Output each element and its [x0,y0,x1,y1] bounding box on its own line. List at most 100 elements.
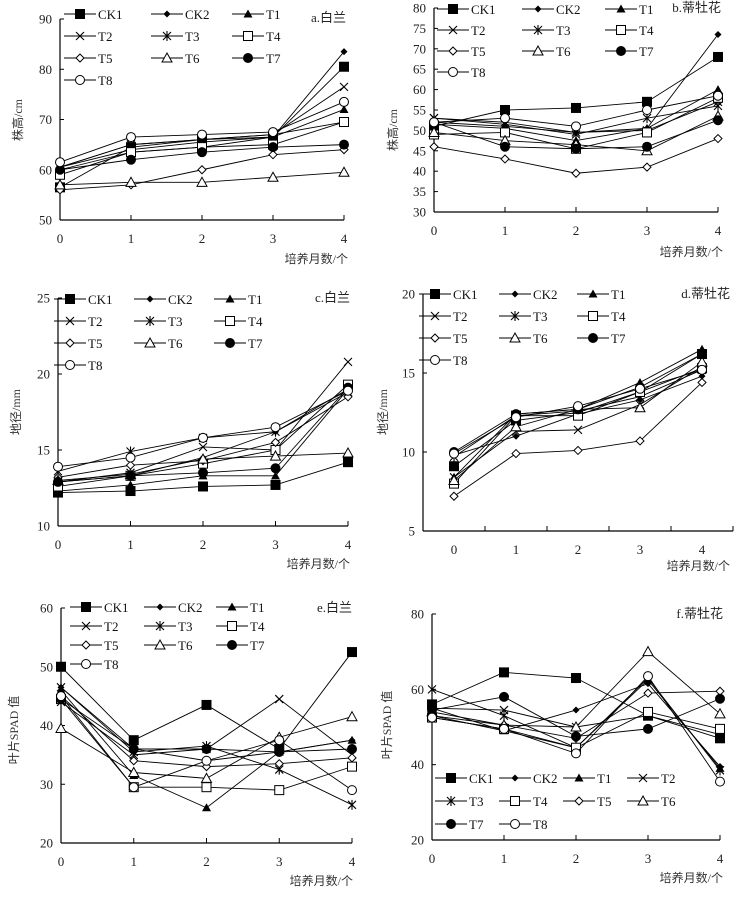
legend-marker-T6 [532,44,544,56]
legend-marker-T4 [588,311,598,321]
legend-item-T5: T5 [563,794,611,809]
y-tick-label: 40 [411,757,424,772]
data-point-T4-4 [715,723,725,734]
x-tick-label: 2 [200,537,207,552]
legend-label: T3 [178,619,192,634]
legend-marker-T8 [81,659,91,669]
legend-item-T5: T5 [419,331,467,346]
legend-item-T7: T7 [577,331,626,346]
legend-marker-T7 [227,640,237,650]
y-tick-label: 35 [413,184,426,199]
data-point-T8-0 [55,157,65,168]
legend-item-T2: T2 [70,619,118,634]
legend-label: T8 [104,657,118,672]
legend-item-T7: T7 [232,51,281,66]
y-tick-label: 65 [413,62,426,77]
data-point-CK2-2 [572,706,580,714]
legend-marker-T4 [616,25,626,35]
data-point-CK1-4 [715,733,725,744]
data-point-T4-3 [642,127,652,138]
legend-label: T8 [98,73,112,88]
data-point-T7-2 [571,143,581,154]
chart-panel-e: 20 30 40 50 60 0 1 2 3 4 培养月数/个 叶片SPAD 值 e.白兰 CK1 CK2 T… [0,590,375,899]
data-point-T4-4 [339,117,349,128]
data-point-T5-0 [429,142,439,152]
series-line-T6 [453,361,703,481]
legend-marker-T7 [225,338,235,348]
data-point-T7-0 [53,476,63,487]
data-point-T8-2 [201,755,212,766]
legend-item-T8: T8 [419,353,467,368]
legend-marker-T3 [155,621,165,631]
y-tick-label: 90 [39,12,52,27]
data-point-CK1-4 [339,61,349,72]
legend-marker-T8 [430,355,440,365]
legend-label: CK1 [88,292,113,307]
legend-label: CK1 [471,2,496,17]
legend-item-T2: T2 [54,314,102,329]
x-tick-label: 0 [57,231,64,246]
legend-marker-CK1 [81,602,91,612]
legend-label: CK2 [533,771,558,786]
data-point-T5-1 [500,154,510,164]
legend-marker-T1 [243,9,253,18]
legend-label: T8 [453,353,467,368]
y-axis-label: 株高/cm [10,98,25,141]
data-point-T4-4 [347,761,357,772]
legend-label: T6 [178,638,193,653]
legend-marker-CK2 [511,774,519,782]
legend-item-CK1: CK1 [54,292,113,307]
data-point-T8-2 [571,748,581,759]
y-tick-label: 40 [40,718,53,733]
x-tick-label: 4 [349,854,356,869]
data-point-T7-3 [274,746,285,757]
legend-marker-T1 [227,602,237,611]
legend-label: T6 [168,336,183,351]
x-axis-label: 培养月数/个 [285,251,348,266]
legend-item-CK1: CK1 [437,2,496,17]
data-point-T8-0 [429,117,439,128]
legend-label: T3 [533,309,547,324]
legend-label: T7 [266,51,281,66]
data-point-T6-0 [428,126,440,137]
legend-label: CK2 [533,287,558,302]
data-point-T5-4 [697,377,707,388]
panel-title: d.蒂牡花 [681,286,730,301]
x-tick-label: 1 [131,854,138,869]
legend-marker-T2 [81,621,91,631]
y-axis-label: 叶片SPAD 值 [6,696,21,765]
data-point-T8-0 [449,448,459,459]
legend-label: T7 [469,817,484,832]
y-tick-label: 10 [37,519,50,534]
data-point-T7-2 [201,744,212,754]
legend-marker-CK1 [446,773,456,783]
legend-label: CK1 [453,287,478,302]
legend-marker-T8 [510,819,520,829]
y-tick-label: 30 [40,777,53,792]
legend-marker-T7 [243,53,253,63]
data-point-T8-3 [274,735,285,746]
data-point-T5-4 [347,753,357,763]
legend-item-CK2: CK2 [499,771,558,786]
data-point-T6-2 [196,176,208,187]
legend-item-T8: T8 [54,358,102,373]
legend-item-T5: T5 [437,44,485,59]
legend-marker-T7 [446,819,456,829]
data-point-CK1-1 [128,735,139,746]
legend-label: T5 [453,331,467,346]
data-point-T6-4 [338,166,350,177]
y-tick-label: 60 [413,82,426,97]
legend-label: T2 [471,23,485,38]
y-tick-label: 15 [402,366,415,381]
legend-marker-T1 [574,773,584,782]
data-point-T1-2 [202,803,211,812]
legend-marker-T5 [448,46,458,56]
legend-item-T3: T3 [522,23,570,38]
chart-svg-a: 50 60 70 80 90 0 1 2 3 4 培养月数/个 株高/cm a.白兰 CK1 CK2 T1 T2… [10,7,350,266]
data-point-CK1-2 [571,673,581,684]
panel-title: c.白兰 [315,290,350,305]
legend-item-T4: T4 [214,314,263,329]
legend-label: T5 [104,638,118,653]
series-T5 [429,133,723,178]
